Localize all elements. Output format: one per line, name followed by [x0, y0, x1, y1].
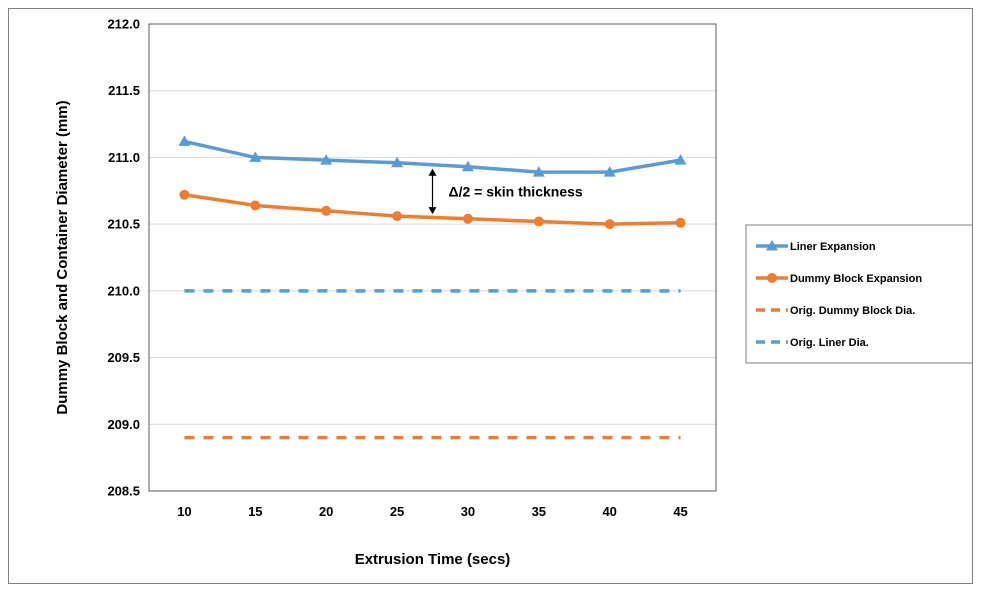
y-tick-label: 210.5 [107, 217, 140, 232]
legend-item-liner-expansion: Liner Expansion [756, 240, 876, 253]
data-point [320, 154, 333, 165]
y-axis-title: Dummy Block and Container Diameter (mm) [54, 100, 71, 414]
x-tick-labels: 10 15 20 25 30 35 40 45 [177, 504, 688, 519]
legend-label: Dummy Block Expansion [790, 273, 922, 285]
annotation-text: Δ/2 = skin thickness [449, 183, 583, 199]
legend-box [745, 224, 982, 364]
series-liner-expansion [178, 135, 687, 177]
data-point [674, 154, 687, 165]
series-dummy-block-expansion [179, 189, 686, 230]
legend-marker [766, 240, 778, 251]
legend-item-orig-liner-dia: Orig. Liner Dia. [756, 337, 869, 349]
x-tick-label: 25 [390, 504, 404, 519]
y-tick-label: 211.0 [108, 150, 140, 165]
gridlines [149, 23, 716, 492]
legend-item-dummy-block-expansion: Dummy Block Expansion [756, 273, 922, 285]
x-tick-label: 45 [673, 504, 687, 519]
series [178, 135, 687, 440]
y-tick-label: 211.5 [108, 83, 140, 98]
data-point [392, 211, 403, 222]
x-tick-label: 40 [602, 504, 616, 519]
legend-item-orig-dummy-block-dia: Orig. Dummy Block Dia. [756, 305, 915, 317]
y-tick-labels: 208.5 209.0 209.5 210.0 210.5 211.0 211.5 212.0 [107, 17, 140, 499]
data-point [321, 205, 332, 216]
data-point [391, 156, 404, 168]
chart-svg: 208.5 209.0 209.5 210.0 210.5 211.0 211.5 212.0… [54, 17, 982, 568]
legend-label: Orig. Liner Dia. [790, 337, 869, 349]
data-point [178, 135, 191, 146]
legend-label: Orig. Dummy Block Dia. [790, 305, 915, 317]
y-tick-label: 209.0 [107, 417, 140, 432]
legend: Liner Expansion Dummy Block Expansion Orig… [745, 224, 982, 364]
arrow-head-up [428, 168, 437, 176]
data-point [461, 160, 474, 172]
series-line [184, 139, 681, 174]
legend-marker [767, 273, 777, 283]
x-tick-label: 35 [532, 504, 546, 519]
x-axis-title: Extrusion Time (secs) [355, 551, 511, 568]
data-point [249, 151, 262, 162]
x-tick-label: 15 [248, 504, 262, 519]
plot-area [148, 23, 717, 492]
y-tick-label: 212.0 [107, 17, 140, 32]
chart-frame: 208.5 209.0 209.5 210.0 210.5 211.0 211.5 212.0… [8, 8, 982, 584]
data-point [462, 213, 473, 224]
y-tick-label: 208.5 [107, 484, 140, 499]
y-tick-label: 209.5 [107, 350, 140, 365]
series-line [184, 193, 681, 226]
annotation: Δ/2 = skin thickness [428, 168, 583, 215]
arrow-head-down [428, 207, 437, 215]
x-tick-label: 30 [461, 504, 475, 519]
data-point [533, 216, 544, 227]
x-tick-label: 10 [177, 504, 191, 519]
data-point [532, 166, 545, 177]
data-point [604, 219, 615, 230]
data-point [675, 217, 686, 228]
legend-label: Liner Expansion [790, 241, 876, 253]
x-tick-label: 20 [319, 504, 333, 519]
data-point [179, 189, 190, 200]
data-point [603, 166, 616, 177]
data-point [250, 200, 261, 211]
y-tick-label: 210.0 [107, 283, 140, 298]
